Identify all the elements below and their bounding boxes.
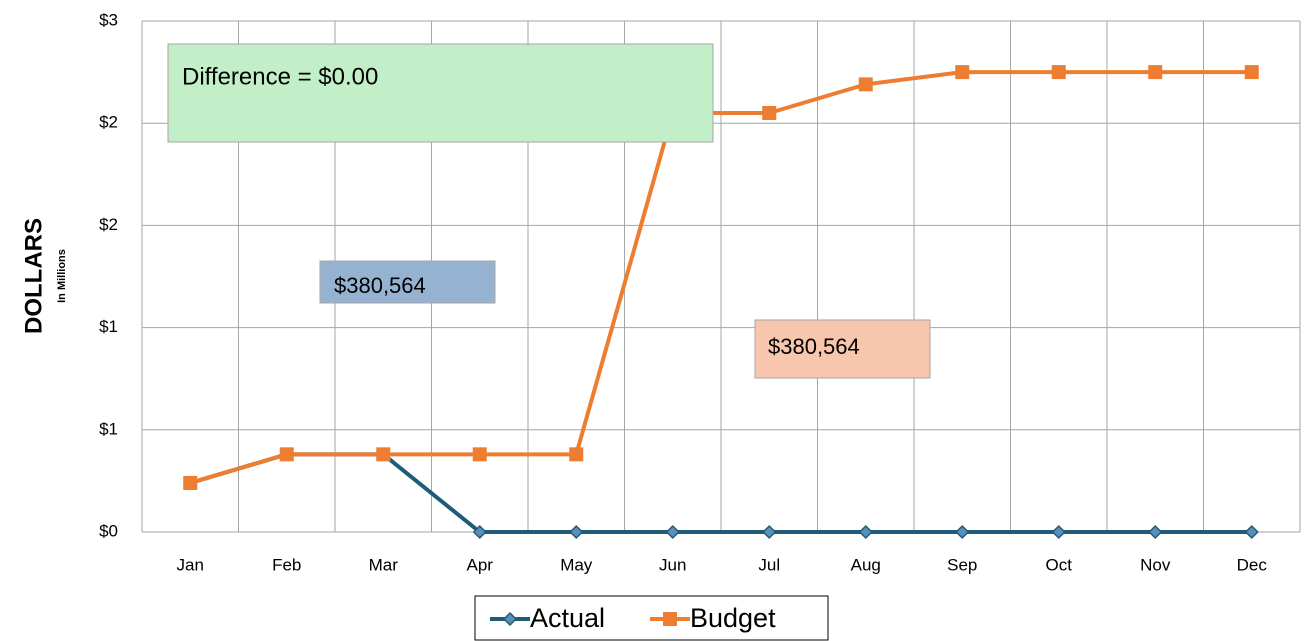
y-tick-label: $2 [99, 113, 118, 132]
data-point [569, 447, 584, 462]
data-point [279, 447, 294, 462]
data-point [472, 447, 487, 462]
x-tick-label: Dec [1237, 555, 1268, 574]
x-tick-label: Nov [1140, 555, 1171, 574]
data-point [1244, 65, 1259, 80]
y-axis-subtitle: In Millions [56, 249, 68, 303]
data-point [1148, 524, 1163, 540]
x-tick-label: Apr [467, 555, 494, 574]
x-tick-label: Sep [947, 555, 977, 574]
data-point [762, 105, 777, 120]
annotation-text: $380,564 [768, 334, 860, 359]
data-point [762, 524, 777, 540]
data-point [1051, 524, 1066, 540]
x-tick-label: Feb [272, 555, 301, 574]
x-tick-label: Aug [851, 555, 881, 574]
annotation-box [319, 260, 496, 304]
data-point [955, 524, 970, 540]
x-tick-label: Jul [758, 555, 780, 574]
x-tick-label: Mar [369, 555, 399, 574]
data-point [955, 65, 970, 80]
y-tick-label: $1 [99, 419, 118, 438]
y-axis-title: DOLLARS [20, 218, 47, 334]
data-point [1148, 65, 1163, 80]
data-point [858, 524, 873, 540]
legend-label: Budget [690, 603, 776, 633]
data-point [665, 524, 680, 540]
data-point [569, 524, 584, 540]
data-point [858, 77, 873, 92]
x-tick-label: Oct [1046, 555, 1073, 574]
y-tick-label: $2 [99, 215, 118, 234]
data-point [183, 475, 198, 490]
x-tick-label: May [560, 555, 593, 574]
data-point [472, 524, 487, 540]
x-tick-label: Jun [659, 555, 686, 574]
annotation-box [167, 43, 714, 143]
series-line [189, 70, 1252, 485]
annotation-text: Difference = $0.00 [182, 63, 378, 90]
y-tick-label: $0 [99, 521, 118, 540]
legend-marker [502, 611, 518, 627]
data-point [1244, 524, 1259, 540]
legend-marker [663, 612, 677, 626]
x-tick-label: Jan [177, 555, 204, 574]
y-tick-label: $3 [99, 10, 118, 29]
y-tick-label: $1 [99, 317, 118, 336]
data-point [1051, 65, 1066, 80]
annotation-box [754, 319, 931, 379]
annotation-text: $380,564 [334, 273, 426, 298]
data-point [376, 447, 391, 462]
legend-label: Actual [530, 603, 605, 633]
